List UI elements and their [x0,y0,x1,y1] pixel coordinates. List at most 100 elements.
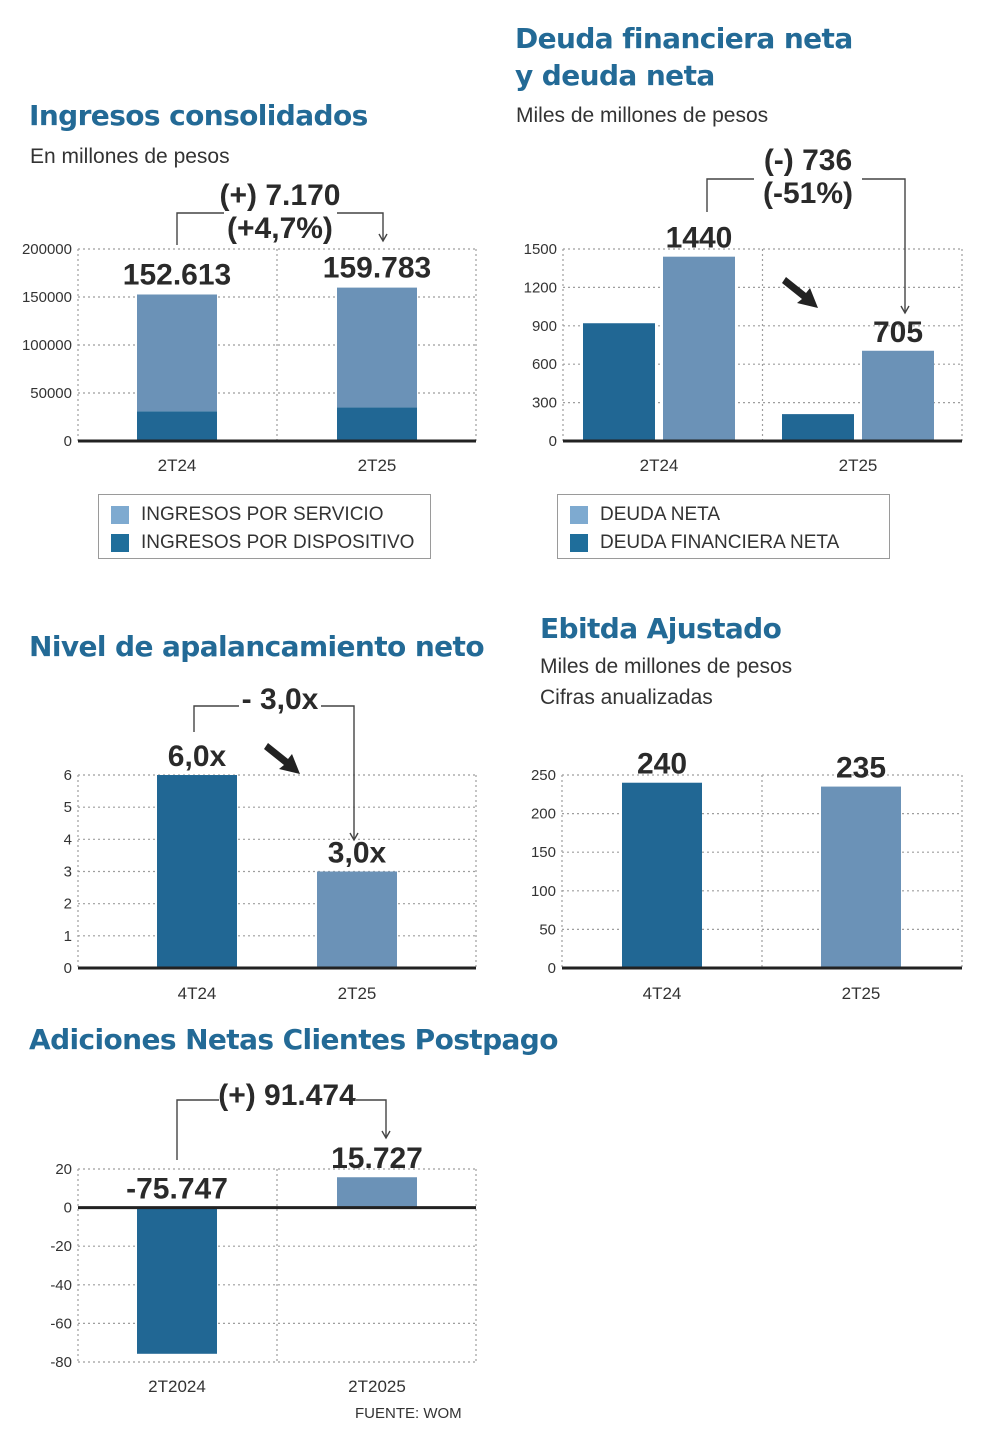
y-tick-label-ebitda: 250 [531,767,556,784]
value-label-ebitda: 235 [836,752,886,785]
y-tick-label-ebitda: 100 [531,883,556,900]
y-tick-label-ingresos: 150000 [22,289,72,306]
y-tick-label-apalancamiento: 2 [64,896,72,913]
chart-title-postpago: Adiciones Netas Clientes Postpago [29,1023,558,1056]
x-tick-label-ingresos: 2T24 [158,456,197,475]
legend-item-servicio: INGRESOS POR SERVICIO [111,501,430,529]
annotation-label-deuda-abs: (-) 736 [764,144,852,177]
y-tick-label-ingresos: 0 [64,433,72,450]
y-tick-label-apalancamiento: 3 [64,864,72,881]
bar-deuda-deuda-neta [862,350,934,441]
bar-apalancamiento [157,775,237,968]
chart-title-deuda-line2: y deuda neta [515,59,715,92]
legend-deuda: DEUDA NETA DEUDA FINANCIERA NETA [557,494,890,559]
total-label-ingresos: 159.783 [323,252,431,285]
y-tick-label-ingresos: 100000 [22,337,72,354]
annotation-label-ingresos-abs: (+) 7.170 [220,179,341,212]
bar-ebitda [622,782,702,968]
annotation-postpago-bracket [176,1099,387,1160]
legend-label-dispositivo: INGRESOS POR DISPOSITIVO [141,532,415,553]
bar-ingresos-ingresos-por-dispositivo [137,411,217,441]
chart-subtitle-deuda: Miles de millones de pesos [516,104,769,127]
x-tick-label-ebitda: 2T25 [842,984,881,1003]
chart-title-ingresos: Ingresos consolidados [29,99,368,132]
legend-label-deuda-financiera: DEUDA FINANCIERA NETA [600,532,840,553]
x-tick-label-postpago: 2T2024 [148,1377,206,1396]
value-label-postpago: 15.727 [331,1142,423,1175]
value-label-deuda: 1440 [666,222,733,255]
y-tick-label-postpago: -40 [50,1277,72,1294]
x-tick-label-deuda: 2T25 [839,456,878,475]
bar-postpago [137,1207,217,1354]
annotation-deuda-bracket [706,178,906,313]
legend-swatch-servicio [111,506,129,524]
x-tick-label-apalancamiento: 4T24 [178,984,217,1003]
bar-deuda-deuda-financiera-neta [782,414,854,441]
y-tick-label-ebitda: 200 [531,806,556,823]
legend-swatch-deuda-neta [570,506,588,524]
x-tick-label-deuda: 2T24 [640,456,679,475]
y-tick-label-postpago: -20 [50,1238,72,1255]
legend-label-deuda-neta: DEUDA NETA [600,504,721,525]
source-note: FUENTE: WOM [355,1405,462,1422]
trend-down-arrow-icon [264,743,300,774]
annotation-postpago-arrowhead-icon [381,1130,391,1140]
annotation-label-ingresos-pct: (+4,7%) [227,212,333,245]
y-tick-label-deuda: 600 [532,356,557,373]
bar-deuda-deuda-neta [663,256,735,441]
x-tick-label-apalancamiento: 2T25 [338,984,377,1003]
y-tick-label-ebitda: 150 [531,844,556,861]
chart-title-apalancamiento: Nivel de apalancamiento neto [29,630,485,663]
annotation-apalancamiento-bracket [193,705,355,840]
chart-subtitle-ebitda-1: Miles de millones de pesos [540,655,793,678]
y-tick-label-deuda: 300 [532,395,557,412]
chart-subtitle-ingresos: En millones de pesos [30,145,230,168]
y-tick-label-postpago: -60 [50,1315,72,1332]
y-tick-label-postpago: 0 [64,1200,72,1217]
legend-item-dispositivo: INGRESOS POR DISPOSITIVO [111,529,430,557]
legend-item-deuda-neta: DEUDA NETA [570,501,889,529]
y-tick-label-ebitda: 50 [539,921,556,938]
annotation-apalancamiento-arrowhead-icon [349,832,359,842]
legend-swatch-dispositivo [111,534,129,552]
bar-ingresos-ingresos-por-servicio [137,294,217,412]
y-tick-label-apalancamiento: 6 [64,767,72,784]
chart-title-ebitda: Ebitda Ajustado [540,612,782,645]
y-tick-label-apalancamiento: 0 [64,960,72,977]
x-tick-label-ebitda: 4T24 [643,984,682,1003]
y-tick-label-deuda: 0 [549,433,557,450]
x-tick-label-postpago: 2T2025 [348,1377,406,1396]
bar-apalancamiento [317,871,397,968]
chart-subtitle-ebitda-2: Cifras anualizadas [540,686,713,709]
y-tick-label-deuda: 900 [532,318,557,335]
value-label-ebitda: 240 [637,748,687,781]
annotation-deuda-arrowhead-icon [900,305,910,315]
y-tick-label-deuda: 1200 [524,279,557,296]
x-tick-label-ingresos: 2T25 [358,456,397,475]
y-tick-label-ingresos: 200000 [22,241,72,258]
trend-down-arrow-icon [782,277,818,308]
annotation-label-deuda-pct: (-51%) [763,177,853,210]
bar-ebitda [821,786,901,968]
y-tick-label-apalancamiento: 5 [64,799,72,816]
bar-postpago [337,1177,417,1208]
bar-ingresos-ingresos-por-dispositivo [337,407,417,441]
annotation-label-postpago: (+) 91.474 [218,1079,356,1112]
value-label-apalancamiento: 6,0x [168,740,227,773]
legend-swatch-deuda-financiera [570,534,588,552]
bar-ingresos-ingresos-por-servicio [337,287,417,408]
total-label-ingresos: 152.613 [123,258,231,291]
value-label-apalancamiento: 3,0x [328,837,387,870]
y-tick-label-apalancamiento: 4 [64,831,72,848]
value-label-deuda: 705 [873,316,923,349]
annotation-label-apalancamiento: - 3,0x [242,683,319,716]
legend-ingresos: INGRESOS POR SERVICIO INGRESOS POR DISPO… [98,494,431,559]
y-tick-label-ebitda: 0 [548,960,556,977]
annotation-ingresos-bracket [176,212,384,245]
y-tick-label-ingresos: 50000 [30,385,72,402]
bar-deuda-deuda-financiera-neta [583,323,655,441]
annotation-ingresos-arrowhead-icon [378,233,388,243]
value-label-postpago: -75.747 [126,1173,228,1206]
legend-item-deuda-financiera: DEUDA FINANCIERA NETA [570,529,889,557]
